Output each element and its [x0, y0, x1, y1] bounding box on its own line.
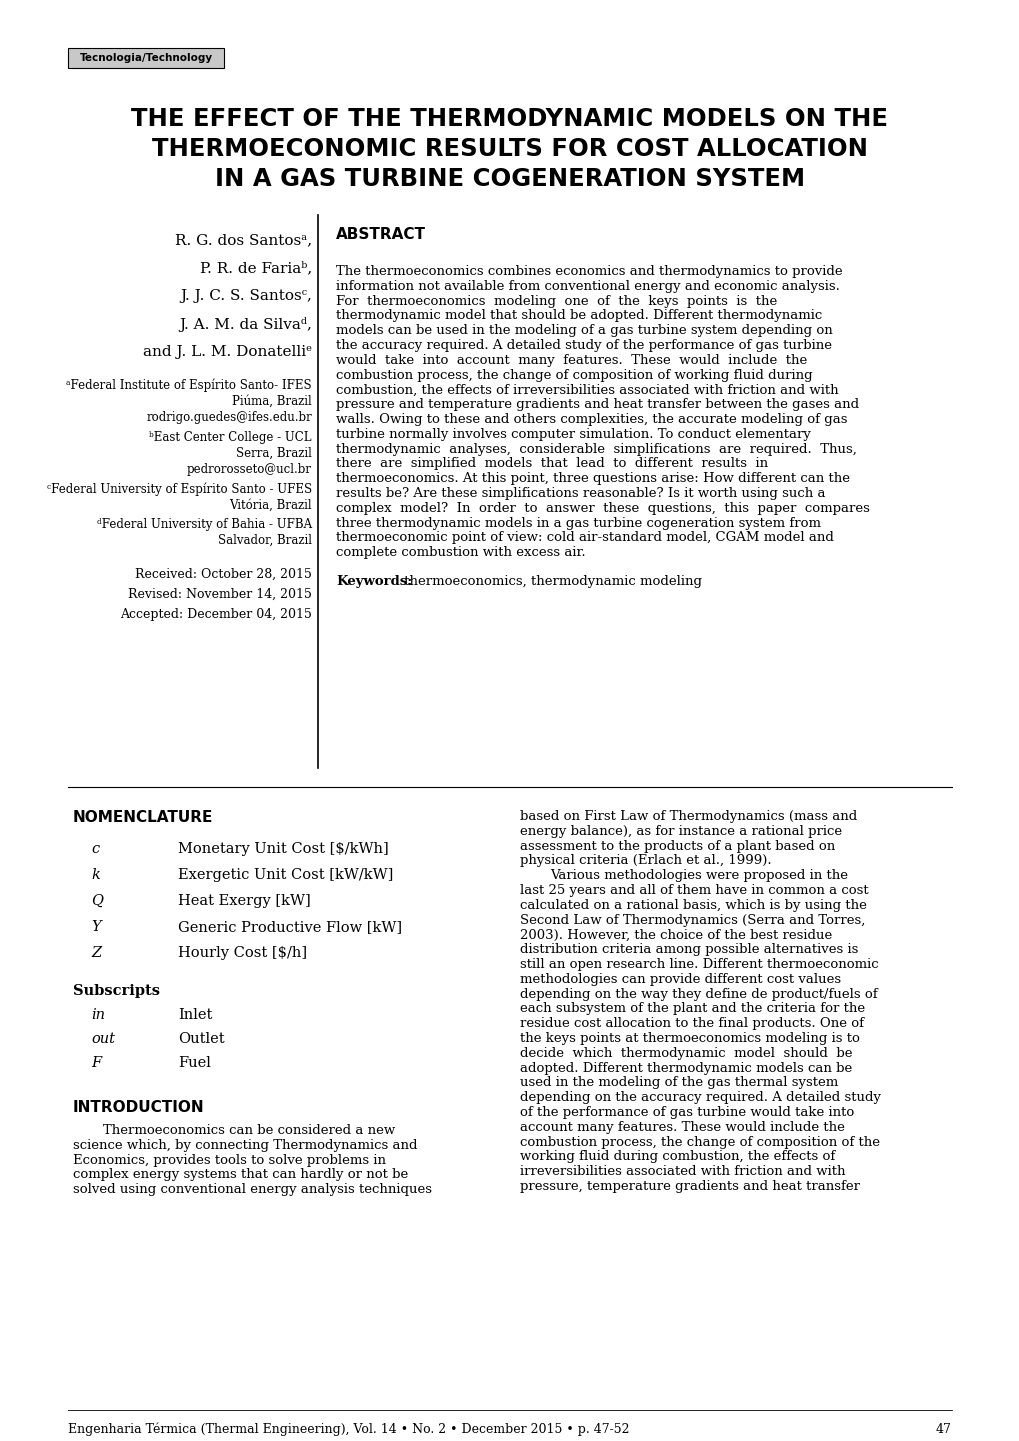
Text: decide  which  thermodynamic  model  should  be: decide which thermodynamic model should …: [520, 1046, 852, 1059]
Text: complex  model?  In  order  to  answer  these  questions,  this  paper  compares: complex model? In order to answer these …: [335, 501, 869, 514]
Text: thermodynamic model that should be adopted. Different thermodynamic: thermodynamic model that should be adopt…: [335, 310, 821, 323]
Text: each subsystem of the plant and the criteria for the: each subsystem of the plant and the crit…: [520, 1003, 864, 1016]
Text: Salvador, Brazil: Salvador, Brazil: [218, 535, 312, 548]
Text: information not available from conventional energy and economic analysis.: information not available from conventio…: [335, 280, 839, 293]
Text: Vitória, Brazil: Vitória, Brazil: [229, 499, 312, 512]
Text: residue cost allocation to the final products. One of: residue cost allocation to the final pro…: [520, 1017, 863, 1030]
Text: the accuracy required. A detailed study of the performance of gas turbine: the accuracy required. A detailed study …: [335, 339, 832, 352]
Text: in: in: [91, 1009, 105, 1022]
Text: Revised: November 14, 2015: Revised: November 14, 2015: [128, 588, 312, 601]
Text: 2003). However, the choice of the best residue: 2003). However, the choice of the best r…: [520, 928, 832, 941]
Text: results be? Are these simplifications reasonable? Is it worth using such a: results be? Are these simplifications re…: [335, 487, 824, 500]
Text: combustion process, the change of composition of the: combustion process, the change of compos…: [520, 1136, 879, 1148]
Text: k: k: [91, 867, 100, 882]
Text: 47: 47: [935, 1424, 951, 1437]
Text: turbine normally involves computer simulation. To conduct elementary: turbine normally involves computer simul…: [335, 428, 810, 441]
Text: three thermodynamic models in a gas turbine cogeneration system from: three thermodynamic models in a gas turb…: [335, 517, 820, 530]
Text: thermoeconomic point of view: cold air-standard model, CGAM model and: thermoeconomic point of view: cold air-s…: [335, 532, 834, 545]
Text: there  are  simplified  models  that  lead  to  different  results  in: there are simplified models that lead to…: [335, 457, 767, 470]
Text: INTRODUCTION: INTRODUCTION: [73, 1099, 205, 1115]
Text: pedrorosseto@ucl.br: pedrorosseto@ucl.br: [186, 463, 312, 476]
Text: J. A. M. da Silvaᵈ,: J. A. M. da Silvaᵈ,: [179, 317, 312, 331]
Text: Heat Exergy [kW]: Heat Exergy [kW]: [178, 893, 311, 908]
Text: working fluid during combustion, the effects of: working fluid during combustion, the eff…: [520, 1150, 835, 1163]
Text: distribution criteria among possible alternatives is: distribution criteria among possible alt…: [520, 944, 858, 957]
Text: P. R. de Fariaᵇ,: P. R. de Fariaᵇ,: [200, 261, 312, 275]
Text: ABSTRACT: ABSTRACT: [335, 228, 426, 242]
Text: Y: Y: [91, 919, 101, 934]
Text: complete combustion with excess air.: complete combustion with excess air.: [335, 546, 585, 559]
Text: models can be used in the modeling of a gas turbine system depending on: models can be used in the modeling of a …: [335, 324, 832, 337]
Text: depending on the way they define de product/fuels of: depending on the way they define de prod…: [520, 987, 876, 1000]
Text: last 25 years and all of them have in common a cost: last 25 years and all of them have in co…: [520, 883, 868, 896]
Text: and J. L. M. Donatelliᵉ: and J. L. M. Donatelliᵉ: [143, 344, 312, 359]
Text: thermodynamic  analyses,  considerable  simplifications  are  required.  Thus,: thermodynamic analyses, considerable sim…: [335, 442, 856, 455]
Text: complex energy systems that can hardly or not be: complex energy systems that can hardly o…: [73, 1169, 408, 1182]
Text: Z: Z: [91, 945, 101, 960]
Text: energy balance), as for instance a rational price: energy balance), as for instance a ratio…: [520, 824, 842, 837]
Text: ᵇEast Center College - UCL: ᵇEast Center College - UCL: [150, 431, 312, 444]
Text: Keywords:: Keywords:: [335, 575, 412, 588]
Text: Q: Q: [91, 893, 103, 908]
Text: c: c: [91, 842, 99, 856]
Text: Outlet: Outlet: [178, 1032, 224, 1046]
Text: Economics, provides tools to solve problems in: Economics, provides tools to solve probl…: [73, 1154, 385, 1167]
Text: THE EFFECT OF THE THERMODYNAMIC MODELS ON THE: THE EFFECT OF THE THERMODYNAMIC MODELS O…: [131, 107, 888, 131]
Text: out: out: [91, 1032, 115, 1046]
Text: Generic Productive Flow [kW]: Generic Productive Flow [kW]: [178, 919, 401, 934]
Text: Subscripts: Subscripts: [73, 984, 160, 999]
Text: calculated on a rational basis, which is by using the: calculated on a rational basis, which is…: [520, 899, 866, 912]
Text: Engenharia Térmica (Thermal Engineering), Vol. 14 • No. 2 • December 2015 • p. 4: Engenharia Térmica (Thermal Engineering)…: [68, 1424, 629, 1437]
Text: rodrigo.guedes@ifes.edu.br: rodrigo.guedes@ifes.edu.br: [146, 411, 312, 424]
Text: Tecnologia/Technology: Tecnologia/Technology: [79, 53, 212, 63]
Text: Received: October 28, 2015: Received: October 28, 2015: [135, 568, 312, 581]
Text: the keys points at thermoeconomics modeling is to: the keys points at thermoeconomics model…: [520, 1032, 859, 1045]
Text: Accepted: December 04, 2015: Accepted: December 04, 2015: [120, 608, 312, 621]
Text: R. G. dos Santosᵃ,: R. G. dos Santosᵃ,: [174, 233, 312, 246]
Text: used in the modeling of the gas thermal system: used in the modeling of the gas thermal …: [520, 1076, 838, 1089]
Text: Piúma, Brazil: Piúma, Brazil: [232, 395, 312, 408]
Text: ᶜFederal University of Espírito Santo - UFES: ᶜFederal University of Espírito Santo - …: [47, 483, 312, 497]
Text: IN A GAS TURBINE COGENERATION SYSTEM: IN A GAS TURBINE COGENERATION SYSTEM: [215, 167, 804, 192]
Text: ᵃFederal Institute of Espírito Santo- IFES: ᵃFederal Institute of Espírito Santo- IF…: [66, 379, 312, 392]
Text: The thermoeconomics combines economics and thermodynamics to provide: The thermoeconomics combines economics a…: [335, 265, 842, 278]
Text: based on First Law of Thermodynamics (mass and: based on First Law of Thermodynamics (ma…: [520, 810, 856, 823]
Text: thermoeconomics, thermodynamic modeling: thermoeconomics, thermodynamic modeling: [399, 575, 701, 588]
Text: J. J. C. S. Santosᶜ,: J. J. C. S. Santosᶜ,: [180, 290, 312, 303]
Text: assessment to the products of a plant based on: assessment to the products of a plant ba…: [520, 840, 835, 853]
Text: Thermoeconomics can be considered a new: Thermoeconomics can be considered a new: [103, 1124, 395, 1137]
Text: combustion process, the change of composition of working fluid during: combustion process, the change of compos…: [335, 369, 812, 382]
Text: solved using conventional energy analysis techniques: solved using conventional energy analysi…: [73, 1183, 432, 1196]
Text: of the performance of gas turbine would take into: of the performance of gas turbine would …: [520, 1107, 854, 1120]
Text: science which, by connecting Thermodynamics and: science which, by connecting Thermodynam…: [73, 1138, 417, 1151]
Text: pressure and temperature gradients and heat transfer between the gases and: pressure and temperature gradients and h…: [335, 398, 858, 411]
Text: THERMOECONOMIC RESULTS FOR COST ALLOCATION: THERMOECONOMIC RESULTS FOR COST ALLOCATI…: [152, 137, 867, 161]
Text: Exergetic Unit Cost [kW/kW]: Exergetic Unit Cost [kW/kW]: [178, 867, 393, 882]
Text: pressure, temperature gradients and heat transfer: pressure, temperature gradients and heat…: [520, 1180, 859, 1193]
Text: ᵈFederal University of Bahia - UFBA: ᵈFederal University of Bahia - UFBA: [97, 517, 312, 530]
Text: Hourly Cost [$/h]: Hourly Cost [$/h]: [178, 945, 307, 960]
Text: F: F: [91, 1056, 101, 1071]
Text: combustion, the effects of irreversibilities associated with friction and with: combustion, the effects of irreversibili…: [335, 383, 838, 396]
Text: irreversibilities associated with friction and with: irreversibilities associated with fricti…: [520, 1166, 845, 1179]
Text: Fuel: Fuel: [178, 1056, 211, 1071]
Text: For  thermoeconomics  modeling  one  of  the  keys  points  is  the: For thermoeconomics modeling one of the …: [335, 294, 776, 307]
Text: Monetary Unit Cost [$/kWh]: Monetary Unit Cost [$/kWh]: [178, 842, 388, 856]
Text: Second Law of Thermodynamics (Serra and Torres,: Second Law of Thermodynamics (Serra and …: [520, 914, 864, 927]
Text: would  take  into  account  many  features.  These  would  include  the: would take into account many features. T…: [335, 354, 806, 367]
Text: still an open research line. Different thermoeconomic: still an open research line. Different t…: [520, 958, 877, 971]
Text: account many features. These would include the: account many features. These would inclu…: [520, 1121, 844, 1134]
Text: thermoeconomics. At this point, three questions arise: How different can the: thermoeconomics. At this point, three qu…: [335, 473, 849, 486]
Text: Inlet: Inlet: [178, 1009, 212, 1022]
Text: walls. Owing to these and others complexities, the accurate modeling of gas: walls. Owing to these and others complex…: [335, 414, 847, 427]
Text: NOMENCLATURE: NOMENCLATURE: [73, 810, 213, 826]
Text: depending on the accuracy required. A detailed study: depending on the accuracy required. A de…: [520, 1091, 880, 1104]
Text: physical criteria (Erlach et al., 1999).: physical criteria (Erlach et al., 1999).: [520, 855, 770, 867]
Text: methodologies can provide different cost values: methodologies can provide different cost…: [520, 973, 841, 986]
Text: Various methodologies were proposed in the: Various methodologies were proposed in t…: [549, 869, 847, 882]
Text: adopted. Different thermodynamic models can be: adopted. Different thermodynamic models …: [520, 1062, 852, 1075]
FancyBboxPatch shape: [68, 48, 224, 68]
Text: Serra, Brazil: Serra, Brazil: [235, 447, 312, 460]
